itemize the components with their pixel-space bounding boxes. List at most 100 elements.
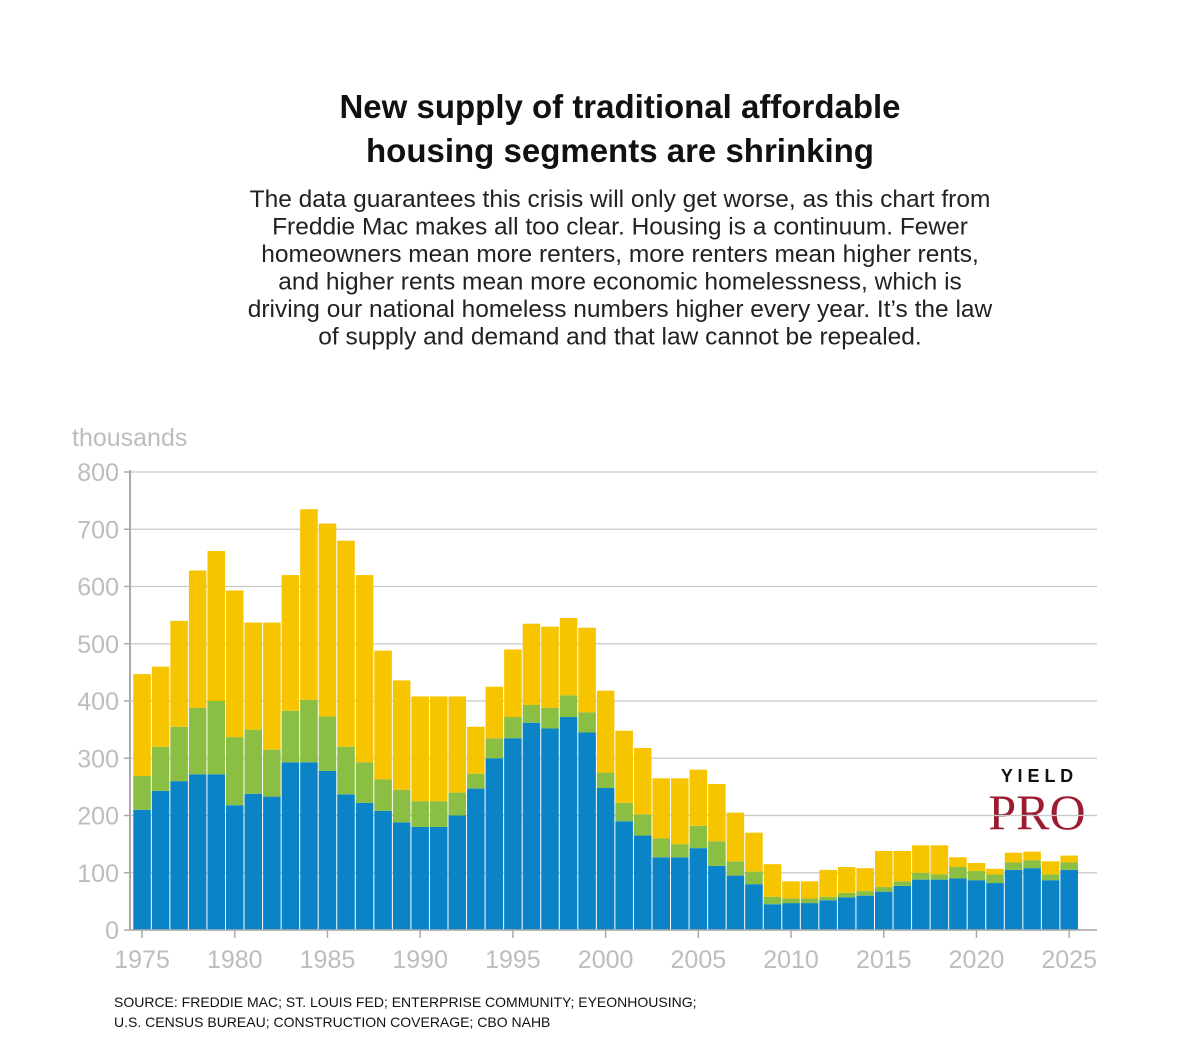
bar-segment <box>337 746 355 795</box>
source: SOURCE: FREDDIE MAC; ST. LOUIS FED; ENTE… <box>114 994 697 1010</box>
x-tick-label: 1975 <box>114 946 170 974</box>
bar-segment <box>967 863 986 872</box>
bar-segment <box>763 864 782 897</box>
y-tick-label: 800 <box>77 459 119 487</box>
bar-segment <box>986 874 1004 884</box>
bar-segment <box>355 802 374 930</box>
bar-segment <box>633 835 652 930</box>
bar-segment <box>1023 868 1041 930</box>
y-tick-label: 0 <box>105 917 119 945</box>
chart-title: housing segments are shrinking <box>366 132 874 169</box>
bar-segment <box>1004 862 1023 870</box>
bar-segment <box>411 801 429 827</box>
bar-segment <box>596 788 615 930</box>
bar-segment <box>708 865 726 930</box>
bar-segment <box>671 844 689 858</box>
bar-segment <box>652 838 671 858</box>
bar-segment <box>485 758 504 930</box>
bar-segment <box>151 746 170 791</box>
bar-segment <box>281 575 300 711</box>
bar-segment <box>837 867 856 893</box>
bar-segment <box>912 845 930 873</box>
bar-segment <box>374 779 392 811</box>
bar-segment <box>874 887 893 892</box>
bar-segment <box>726 812 745 862</box>
bar-segment <box>541 707 559 729</box>
bar-segment <box>856 891 874 896</box>
bar-segment <box>782 903 800 930</box>
bar-segment <box>596 772 615 789</box>
bar-segment <box>652 778 671 839</box>
bar-segment <box>448 792 467 816</box>
bar-segment <box>1023 851 1041 861</box>
bar-segment <box>671 778 689 845</box>
bar-segment <box>207 774 225 930</box>
bar-segment <box>411 826 429 930</box>
y-tick-label: 100 <box>77 860 119 888</box>
bar-segment <box>745 884 763 930</box>
bar-segment <box>800 898 819 904</box>
bar-segment <box>133 775 151 810</box>
bar-segment <box>244 622 263 730</box>
subtitle: and higher rents mean more economic home… <box>278 269 962 296</box>
bar-segment <box>726 861 745 876</box>
chart-title: New supply of traditional affordable <box>339 88 900 125</box>
bar-segment <box>522 623 541 706</box>
bar-segment <box>1041 880 1060 930</box>
bar-segment <box>522 705 541 723</box>
subtitle: homeowners mean more renters, more rente… <box>261 241 979 268</box>
bar-segment <box>949 857 967 868</box>
bar-segment <box>893 850 912 882</box>
bar-segment <box>188 774 207 930</box>
bar-segment <box>949 878 967 930</box>
bar-segment <box>225 737 244 806</box>
bar-segment <box>986 868 1004 875</box>
bar-segment <box>467 726 485 774</box>
bar-segment <box>1004 869 1023 930</box>
bar-segment <box>485 686 504 739</box>
bar-segment <box>856 895 874 930</box>
bar-segment <box>652 857 671 930</box>
bar-segment <box>263 796 281 930</box>
bar-segment <box>763 896 782 905</box>
bar-segment <box>541 728 559 930</box>
x-tick-label: 1995 <box>485 946 541 974</box>
bar-segment <box>763 904 782 930</box>
bar-segment <box>225 805 244 930</box>
bar-segment <box>726 875 745 930</box>
bars <box>133 509 1078 930</box>
x-tick-label: 2015 <box>856 946 912 974</box>
bar-segment <box>318 770 337 930</box>
bar-segment <box>429 801 448 827</box>
bar-segment <box>615 821 633 930</box>
bar-segment <box>782 898 800 904</box>
bar-segment <box>188 707 207 775</box>
bar-segment <box>467 773 485 789</box>
bar-segment <box>300 762 318 930</box>
bar-segment <box>170 781 188 930</box>
bar-segment <box>1004 852 1023 863</box>
bar-segment <box>151 666 170 747</box>
bar-segment <box>225 590 244 738</box>
bar-segment <box>392 680 411 790</box>
subtitle: driving our national homeless numbers hi… <box>248 296 993 323</box>
bar-segment <box>949 867 967 879</box>
bar-segment <box>856 868 874 892</box>
x-tick-label: 2020 <box>949 946 1005 974</box>
bar-segment <box>300 509 318 700</box>
y-tick-label: 200 <box>77 803 119 831</box>
bar-segment <box>930 874 949 880</box>
bar-segment <box>596 690 615 773</box>
bar-segment <box>615 730 633 803</box>
bar-segment <box>1060 855 1078 863</box>
bar-segment <box>559 695 578 718</box>
bar-segment <box>708 784 726 842</box>
bar-segment <box>355 762 374 803</box>
y-tick-label: 500 <box>77 631 119 659</box>
bar-segment <box>429 696 448 802</box>
y-tick-label: 600 <box>77 574 119 602</box>
bar-segment <box>170 620 188 727</box>
bar-segment <box>559 717 578 930</box>
bar-segment <box>986 883 1004 930</box>
